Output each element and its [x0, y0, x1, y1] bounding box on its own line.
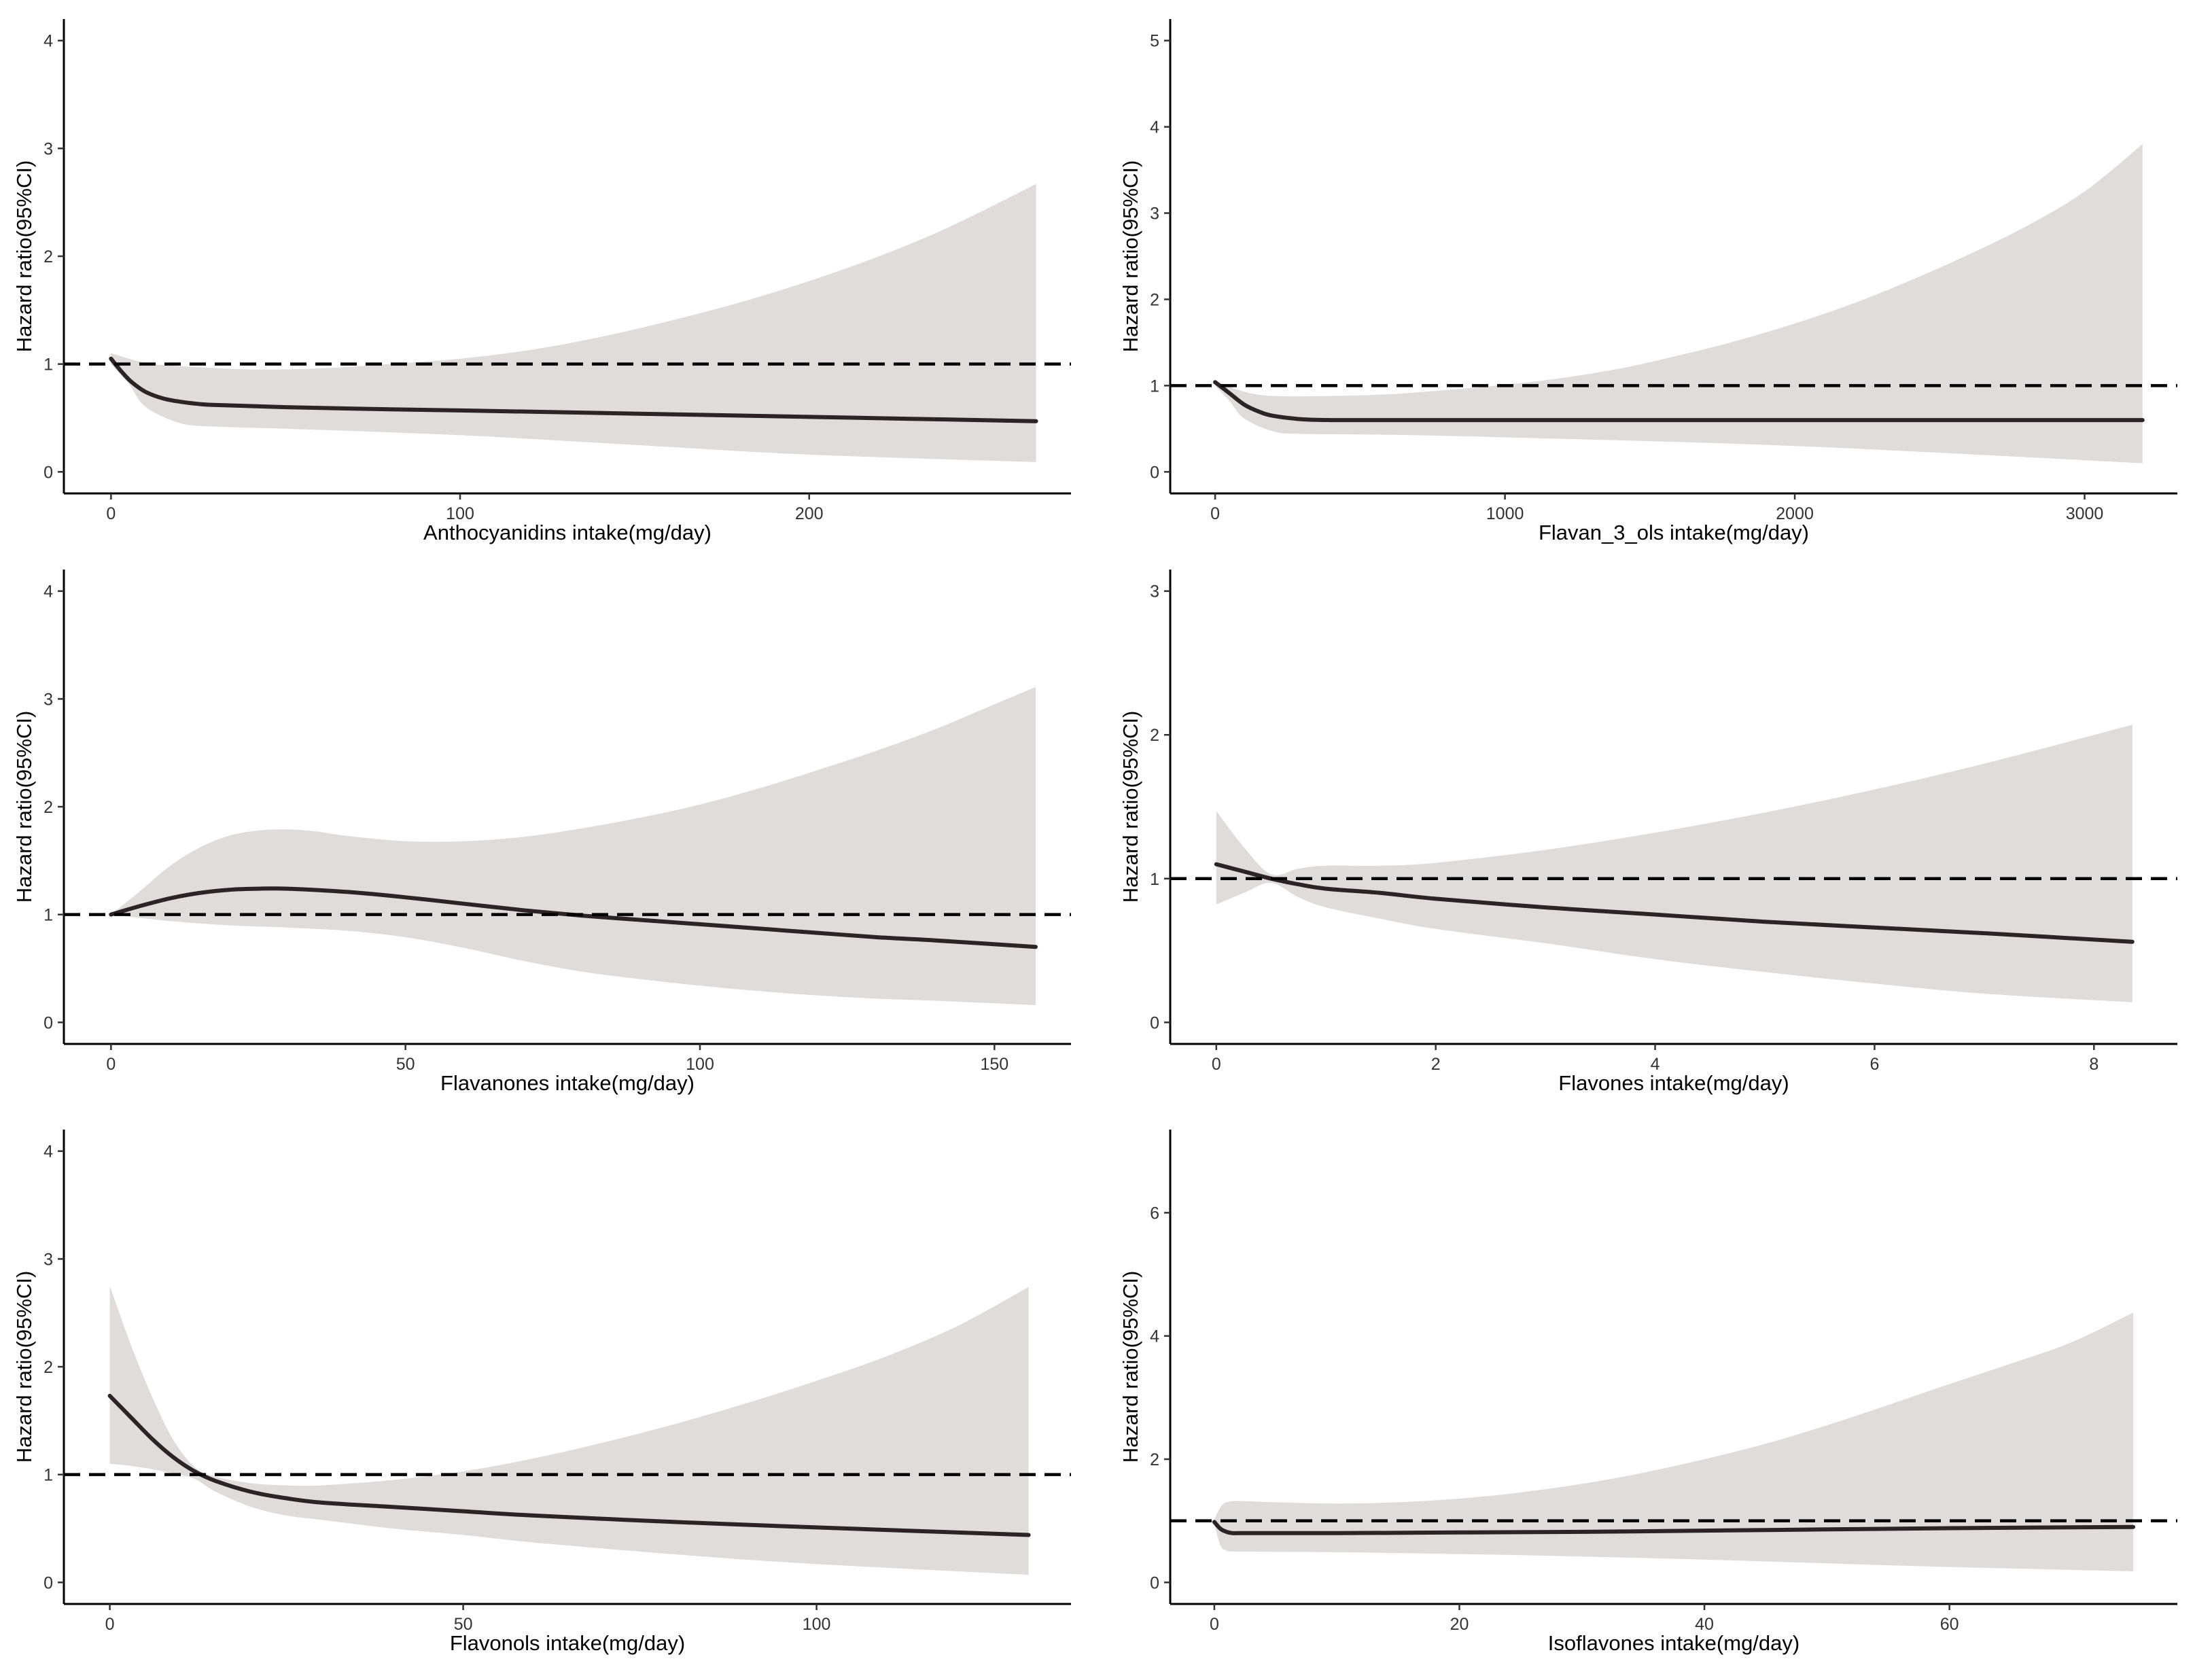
x-axis-title: Isoflavones intake(mg/day) [1548, 1631, 1800, 1655]
x-tick-label: 100 [446, 504, 474, 523]
x-axis-title: Flavan_3_ols intake(mg/day) [1539, 521, 1809, 544]
y-tick-label: 4 [43, 1142, 53, 1162]
y-axis-title: Hazard ratio(95%CI) [1119, 1271, 1142, 1463]
ci-band [1216, 724, 2132, 1002]
x-tick-label: 1000 [1486, 504, 1524, 523]
chart-anthocyanidins: 0 1 2 3 4 0 100 200 Anthocyanidins intake(mg/day… [12, 19, 1071, 544]
y-tick-label: 3 [43, 690, 53, 709]
x-tick-label: 60 [1940, 1615, 1959, 1634]
y-tick-label: 1 [43, 355, 53, 374]
panel-flavanones: 0 1 2 3 4 0 50 100 150 Flavanones intake(mg/day) H… [0, 551, 1106, 1101]
x-tick-label: 50 [396, 1055, 415, 1074]
y-tick-label: 3 [1150, 205, 1159, 224]
chart-flavones: 0 1 2 3 0 2 4 6 8 Flavones intake(mg/day) Hazard r… [1119, 570, 2177, 1095]
ci-band [1215, 144, 2143, 464]
ci-band [111, 686, 1036, 1005]
y-tick-label: 2 [1150, 290, 1159, 309]
y-axis-title: Hazard ratio(95%CI) [12, 160, 36, 353]
y-tick-label: 1 [43, 1466, 53, 1485]
y-tick-label: 0 [43, 463, 53, 482]
x-tick-label: 100 [803, 1615, 831, 1634]
y-tick-label: 4 [43, 32, 53, 51]
ci-band [1214, 1312, 2134, 1571]
x-axis-title: Flavonols intake(mg/day) [450, 1631, 685, 1655]
hazard-ratio-line [1214, 862, 2135, 944]
x-tick-label: 40 [1695, 1615, 1714, 1634]
x-tick-label: 4 [1651, 1055, 1660, 1074]
x-axis-title: Flavanones intake(mg/day) [440, 1071, 695, 1095]
y-tick-label: 2 [1150, 726, 1159, 745]
x-tick-label: 150 [980, 1055, 1008, 1074]
hazard-ratio-line [1213, 380, 2145, 423]
panel-flavan-3-ols: 0 1 2 3 4 5 0 1000 2000 3000 Flavan_3_ols intake(m… [1106, 0, 2212, 551]
x-axis-title: Anthocyanidins intake(mg/day) [423, 521, 712, 544]
chart-flavonols: 0 1 2 3 4 0 50 100 Flavonols intake(mg/day) Hazar… [12, 1130, 1071, 1655]
y-tick-label: 0 [1150, 1573, 1159, 1592]
hazard-ratio-line [107, 1393, 1031, 1537]
hazard-ratio-line [109, 886, 1038, 949]
y-tick-label: 4 [43, 582, 53, 601]
chart-flavan-3-ols: 0 1 2 3 4 5 0 1000 2000 3000 Flavan_3_ols intake(m… [1119, 19, 2177, 544]
x-tick-label: 0 [1212, 1055, 1221, 1074]
y-tick-label: 5 [1150, 32, 1159, 51]
x-tick-label: 0 [106, 1055, 116, 1074]
chart-flavanones: 0 1 2 3 4 0 50 100 150 Flavanones intake(mg/day) H… [12, 570, 1071, 1095]
hazard-ratio-line [109, 356, 1038, 423]
y-axis-title: Hazard ratio(95%CI) [1119, 160, 1142, 353]
y-tick-label: 1 [1150, 377, 1159, 396]
panel-isoflavones: 0 2 4 6 0 20 40 60 Isoflavones intake(mg/day) Haz… [1106, 1111, 2212, 1661]
x-axis-title: Flavones intake(mg/day) [1558, 1071, 1789, 1095]
x-tick-label: 2000 [1776, 504, 1814, 523]
y-tick-label: 3 [43, 139, 53, 158]
y-tick-label: 0 [1150, 1013, 1159, 1032]
y-axis-title: Hazard ratio(95%CI) [1119, 711, 1142, 903]
x-tick-label: 20 [1450, 1615, 1469, 1634]
y-tick-label: 0 [43, 1573, 53, 1592]
y-tick-label: 3 [1150, 582, 1159, 601]
x-tick-label: 0 [106, 504, 116, 523]
y-tick-label: 6 [1150, 1204, 1159, 1223]
y-tick-label: 0 [43, 1013, 53, 1032]
y-tick-label: 3 [43, 1250, 53, 1269]
panel-flavonols: 0 1 2 3 4 0 50 100 Flavonols intake(mg/day) Hazar… [0, 1111, 1106, 1661]
hazard-ratio-line [1212, 1520, 2136, 1535]
x-tick-label: 8 [2089, 1055, 2099, 1074]
x-tick-label: 2 [1431, 1055, 1441, 1074]
y-tick-label: 0 [1150, 463, 1159, 482]
x-tick-label: 3000 [2066, 504, 2104, 523]
panel-flavones: 0 1 2 3 0 2 4 6 8 Flavones intake(mg/day) Hazard r… [1106, 551, 2212, 1101]
y-tick-label: 1 [1150, 870, 1159, 889]
x-tick-label: 6 [1869, 1055, 1879, 1074]
y-tick-label: 4 [1150, 118, 1159, 137]
y-tick-label: 2 [43, 1358, 53, 1377]
y-tick-label: 4 [1150, 1327, 1159, 1346]
x-tick-label: 200 [795, 504, 824, 523]
x-tick-label: 0 [105, 1615, 115, 1634]
y-axis-title: Hazard ratio(95%CI) [12, 1271, 36, 1463]
panel-anthocyanidins: 0 1 2 3 4 0 100 200 Anthocyanidins intake(mg/day… [0, 0, 1106, 551]
y-tick-label: 2 [1150, 1450, 1159, 1469]
y-tick-label: 1 [43, 906, 53, 925]
x-tick-label: 100 [686, 1055, 714, 1074]
y-tick-label: 2 [43, 247, 53, 266]
ci-band [111, 184, 1036, 462]
x-tick-label: 0 [1210, 1615, 1219, 1634]
y-axis-title: Hazard ratio(95%CI) [12, 711, 36, 903]
y-tick-label: 2 [43, 798, 53, 817]
x-tick-label: 50 [454, 1615, 473, 1634]
x-tick-label: 0 [1210, 504, 1220, 523]
